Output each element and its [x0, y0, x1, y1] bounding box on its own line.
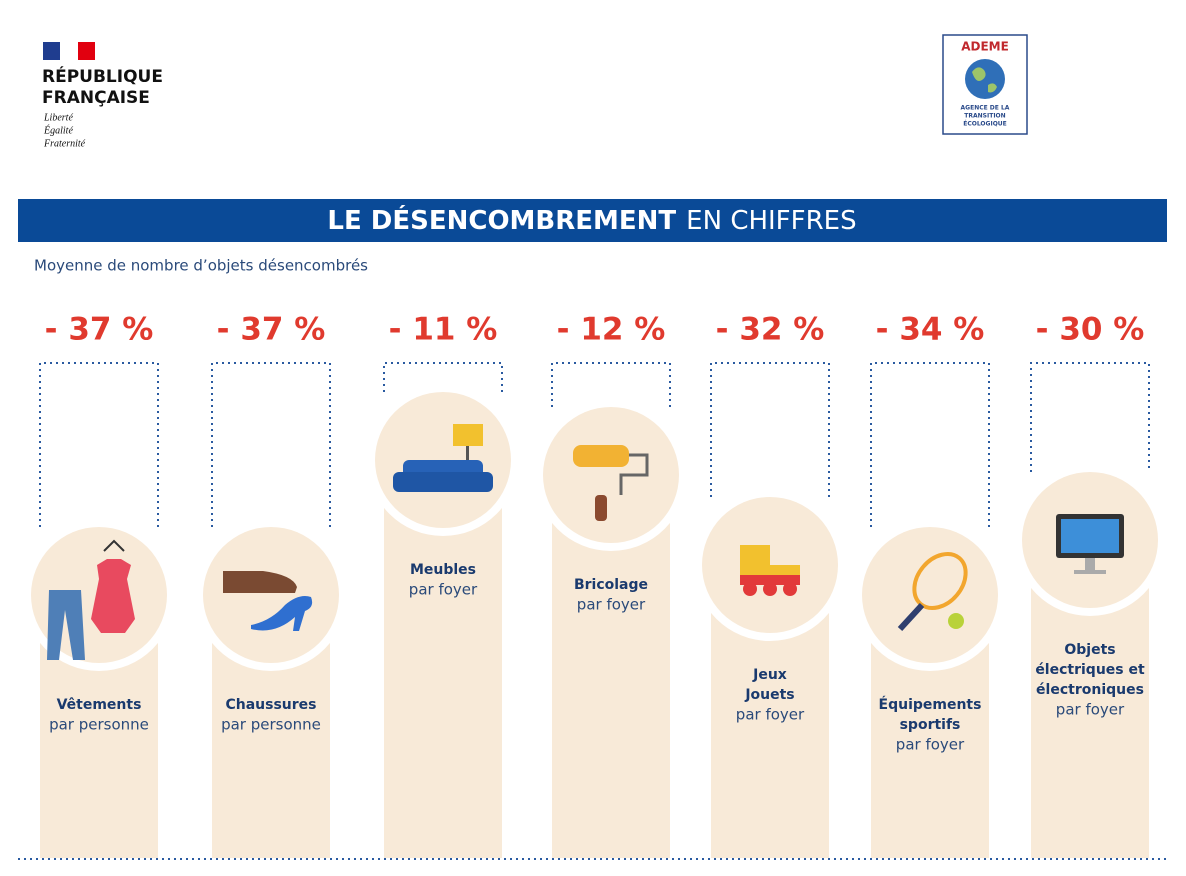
icon	[948, 613, 964, 629]
item-unit: par foyer	[1056, 701, 1125, 719]
ademe-land	[972, 67, 997, 93]
item-label: Bricolage	[574, 577, 648, 593]
dotted-bracket	[710, 362, 830, 497]
icon	[466, 446, 469, 464]
item-label: Meubles	[410, 562, 476, 578]
icon	[1074, 570, 1106, 574]
icon	[595, 495, 607, 521]
icon	[223, 571, 297, 593]
item-unit: par foyer	[736, 706, 805, 724]
icon	[763, 582, 777, 596]
banner-bold: LE DÉSENCOMBREMENT	[327, 204, 676, 236]
dotted-bracket	[551, 362, 671, 407]
icon	[251, 596, 313, 631]
item-unit: par foyer	[577, 596, 646, 614]
dotted-bracket	[1030, 362, 1150, 472]
rf-logo: RÉPUBLIQUE FRANÇAISE Liberté Égalité Fra…	[42, 42, 163, 149]
item-label: Jouets	[744, 687, 794, 703]
dotted-bracket	[39, 362, 159, 527]
motto: Égalité	[43, 124, 73, 136]
item-label: Jeux	[752, 667, 787, 683]
item-label: Chaussures	[225, 697, 316, 713]
icon	[1085, 558, 1095, 570]
percent: - 11 %	[389, 312, 498, 348]
item-label: électroniques	[1036, 682, 1144, 698]
dotted-bracket	[211, 362, 331, 527]
icon	[453, 424, 483, 446]
item-label: Équipements	[879, 696, 982, 713]
item-label: Objets	[1064, 642, 1115, 658]
percent: - 37 %	[217, 312, 326, 348]
ademe-sub: ÉCOLOGIQUE	[963, 120, 1007, 128]
ademe-logo: ADEME AGENCE DE LA TRANSITION ÉCOLOGIQUE	[942, 34, 1028, 135]
motto: Fraternité	[43, 138, 86, 149]
item-unit: par foyer	[409, 581, 478, 599]
rf-line: RÉPUBLIQUE	[42, 65, 163, 87]
icon	[1061, 519, 1119, 553]
item-unit: par personne	[221, 716, 321, 734]
item-unit: par personne	[49, 716, 149, 734]
flag-blue	[43, 42, 60, 60]
icon	[91, 559, 135, 633]
icon	[740, 575, 800, 585]
ademe-sub: AGENCE DE LA	[961, 105, 1010, 112]
circle	[203, 527, 339, 663]
item-unit: par foyer	[896, 736, 965, 754]
icon	[393, 472, 493, 492]
icon	[897, 602, 925, 632]
icon	[619, 453, 649, 495]
item-label: Vêtements	[57, 697, 142, 713]
icon	[47, 590, 85, 660]
circle	[862, 527, 998, 663]
item-label: sportifs	[900, 717, 961, 733]
percent: - 37 %	[45, 312, 154, 348]
ademe-globe	[965, 59, 1005, 99]
banner	[18, 199, 1167, 242]
ademe-name: ADEME	[961, 40, 1009, 54]
rf-line: FRANÇAISE	[42, 88, 150, 108]
percent: - 34 %	[876, 312, 985, 348]
icon	[103, 539, 125, 552]
percent: - 32 %	[716, 312, 825, 348]
ademe-sub: TRANSITION	[964, 113, 1005, 120]
banner-rest: EN CHIFFRES	[686, 206, 856, 236]
banner-title: LE DÉSENCOMBREMENT EN CHIFFRES	[327, 204, 856, 236]
flag-red	[78, 42, 95, 60]
icon	[573, 445, 629, 467]
percent: - 30 %	[1036, 312, 1145, 348]
columns: - 37 % Vêtements par personne - 37 % Chaussu…	[23, 312, 1166, 858]
flag-white	[60, 42, 78, 60]
percent: - 12 %	[557, 312, 666, 348]
dotted-bracket	[870, 362, 990, 527]
subtitle: Moyenne de nombre d’objets désencombrés	[34, 257, 368, 275]
circle	[543, 407, 679, 543]
icon	[743, 582, 757, 596]
motto: Liberté	[43, 112, 73, 123]
icon	[783, 582, 797, 596]
item-label: électriques et	[1035, 662, 1145, 678]
